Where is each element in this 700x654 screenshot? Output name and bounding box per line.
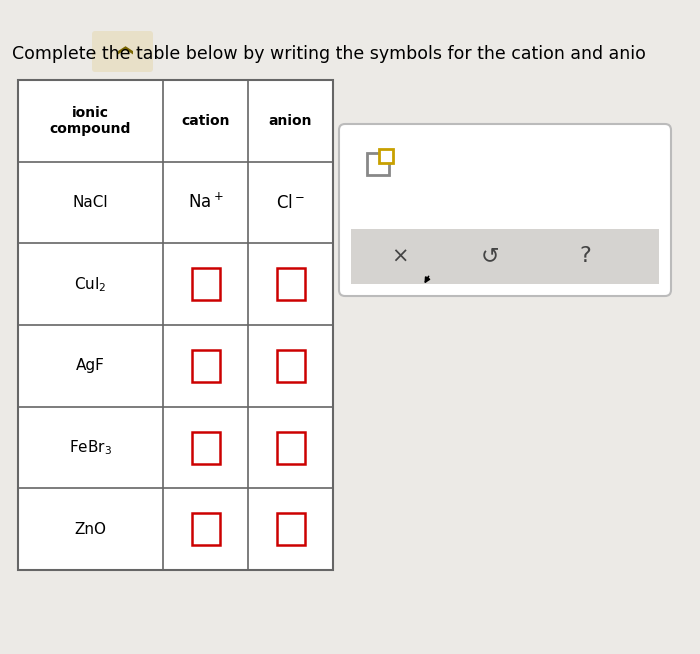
Bar <box>192 432 220 464</box>
Bar <box>276 350 304 382</box>
Text: cation: cation <box>181 114 230 128</box>
Text: AgF: AgF <box>76 358 105 373</box>
Text: FeBr$_3$: FeBr$_3$ <box>69 438 112 457</box>
Text: ?: ? <box>579 247 591 266</box>
Bar <box>192 268 220 300</box>
FancyBboxPatch shape <box>339 124 671 296</box>
Bar <box>276 432 304 464</box>
Bar <box>276 268 304 300</box>
FancyBboxPatch shape <box>92 31 153 72</box>
Bar <box>276 513 304 545</box>
Text: anion: anion <box>269 114 312 128</box>
Bar <box>351 229 659 284</box>
Text: ↺: ↺ <box>481 247 499 266</box>
Text: Na$^+$: Na$^+$ <box>188 193 223 212</box>
Text: ❮: ❮ <box>115 45 130 58</box>
Text: CuI$_2$: CuI$_2$ <box>74 275 107 294</box>
Bar <box>379 149 393 163</box>
Text: Complete the table below by writing the symbols for the cation and anio: Complete the table below by writing the … <box>12 45 646 63</box>
Text: ×: × <box>391 247 409 266</box>
Text: NaCl: NaCl <box>73 195 108 210</box>
Bar <box>192 513 220 545</box>
Bar <box>367 153 389 175</box>
Text: ZnO: ZnO <box>74 522 106 537</box>
Text: Cl$^-$: Cl$^-$ <box>276 194 305 211</box>
Bar <box>18 80 333 570</box>
Bar <box>192 350 220 382</box>
Text: ionic
compound: ionic compound <box>50 106 131 136</box>
